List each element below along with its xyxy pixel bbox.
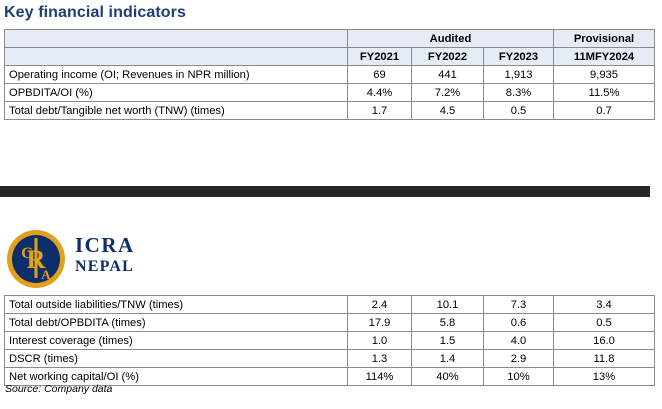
header-fy2021: FY2021 [347, 47, 412, 66]
cell-value: 13% [553, 367, 655, 386]
cell-value: 16.0 [553, 331, 655, 350]
header-years-row: FY2021 FY2022 FY2023 11MFY2024 [4, 47, 655, 66]
cell-value: 11.8 [553, 349, 655, 368]
header-audited: Audited [347, 29, 554, 48]
cell-value: 9,935 [553, 65, 655, 84]
cell-value: 441 [411, 65, 484, 84]
cell-value: 0.7 [553, 101, 655, 120]
row-label: Operating income (OI; Revenues in NPR mi… [4, 65, 348, 84]
cell-value: 17.9 [347, 313, 412, 332]
cell-value: 11.5% [553, 83, 655, 102]
cell-value: 7.3 [483, 295, 554, 314]
table-row: OPBDITA/OI (%) 4.4% 7.2% 8.3% 11.5% [4, 83, 655, 102]
row-label: Total outside liabilities/TNW (times) [4, 295, 348, 314]
header-blank-cell [4, 47, 348, 66]
icra-logo-icon: R C A [7, 230, 65, 288]
cell-value: 4.5 [411, 101, 484, 120]
source-note: Source: Company data [5, 383, 113, 395]
cell-value: 1.3 [347, 349, 412, 368]
table-row: Total outside liabilities/TNW (times) 2.… [4, 295, 655, 314]
cell-value: 0.6 [483, 313, 554, 332]
header-11mfy2024: 11MFY2024 [553, 47, 655, 66]
header-provisional: Provisional [553, 29, 655, 48]
table-row: Net working capital/OI (%) 114% 40% 10% … [4, 367, 655, 386]
key-financial-indicators-table: Audited Provisional FY2021 FY2022 FY2023… [4, 29, 655, 120]
row-label: DSCR (times) [4, 349, 348, 368]
cell-value: 114% [347, 367, 412, 386]
cell-value: 1.0 [347, 331, 412, 350]
row-label: Interest coverage (times) [4, 331, 348, 350]
row-label: Net working capital/OI (%) [4, 367, 348, 386]
header-fy2023: FY2023 [483, 47, 554, 66]
cell-value: 8.3% [483, 83, 554, 102]
table-row: DSCR (times) 1.3 1.4 2.9 11.8 [4, 349, 655, 368]
logo-wordmark: ICRA [75, 233, 135, 257]
row-label: Total debt/Tangible net worth (TNW) (tim… [4, 101, 348, 120]
cell-value: 1,913 [483, 65, 554, 84]
key-financial-indicators-table-continued: Total outside liabilities/TNW (times) 2.… [4, 295, 655, 386]
cell-value: 10.1 [411, 295, 484, 314]
page-title: Key financial indicators [4, 4, 187, 21]
cell-value: 4.4% [347, 83, 412, 102]
svg-text:C: C [21, 245, 33, 262]
cell-value: 2.4 [347, 295, 412, 314]
cell-value: 0.5 [483, 101, 554, 120]
cell-value: 40% [411, 367, 484, 386]
cell-value: 10% [483, 367, 554, 386]
logo-subtitle: NEPAL [75, 258, 135, 275]
cell-value: 2.9 [483, 349, 554, 368]
page-break-band [0, 186, 650, 197]
table-row: Operating income (OI; Revenues in NPR mi… [4, 65, 655, 84]
cell-value: 0.5 [553, 313, 655, 332]
header-blank-cell [4, 29, 348, 48]
header-fy2022: FY2022 [411, 47, 484, 66]
svg-text:A: A [41, 267, 51, 282]
table-row: Interest coverage (times) 1.0 1.5 4.0 16… [4, 331, 655, 350]
cell-value: 1.4 [411, 349, 484, 368]
cell-value: 1.7 [347, 101, 412, 120]
cell-value: 3.4 [553, 295, 655, 314]
cell-value: 4.0 [483, 331, 554, 350]
row-label: OPBDITA/OI (%) [4, 83, 348, 102]
cell-value: 69 [347, 65, 412, 84]
row-label: Total debt/OPBDITA (times) [4, 313, 348, 332]
table-row: Total debt/Tangible net worth (TNW) (tim… [4, 101, 655, 120]
header-group-row: Audited Provisional [4, 29, 655, 48]
table-row: Total debt/OPBDITA (times) 17.9 5.8 0.6 … [4, 313, 655, 332]
cell-value: 7.2% [411, 83, 484, 102]
cell-value: 1.5 [411, 331, 484, 350]
cell-value: 5.8 [411, 313, 484, 332]
